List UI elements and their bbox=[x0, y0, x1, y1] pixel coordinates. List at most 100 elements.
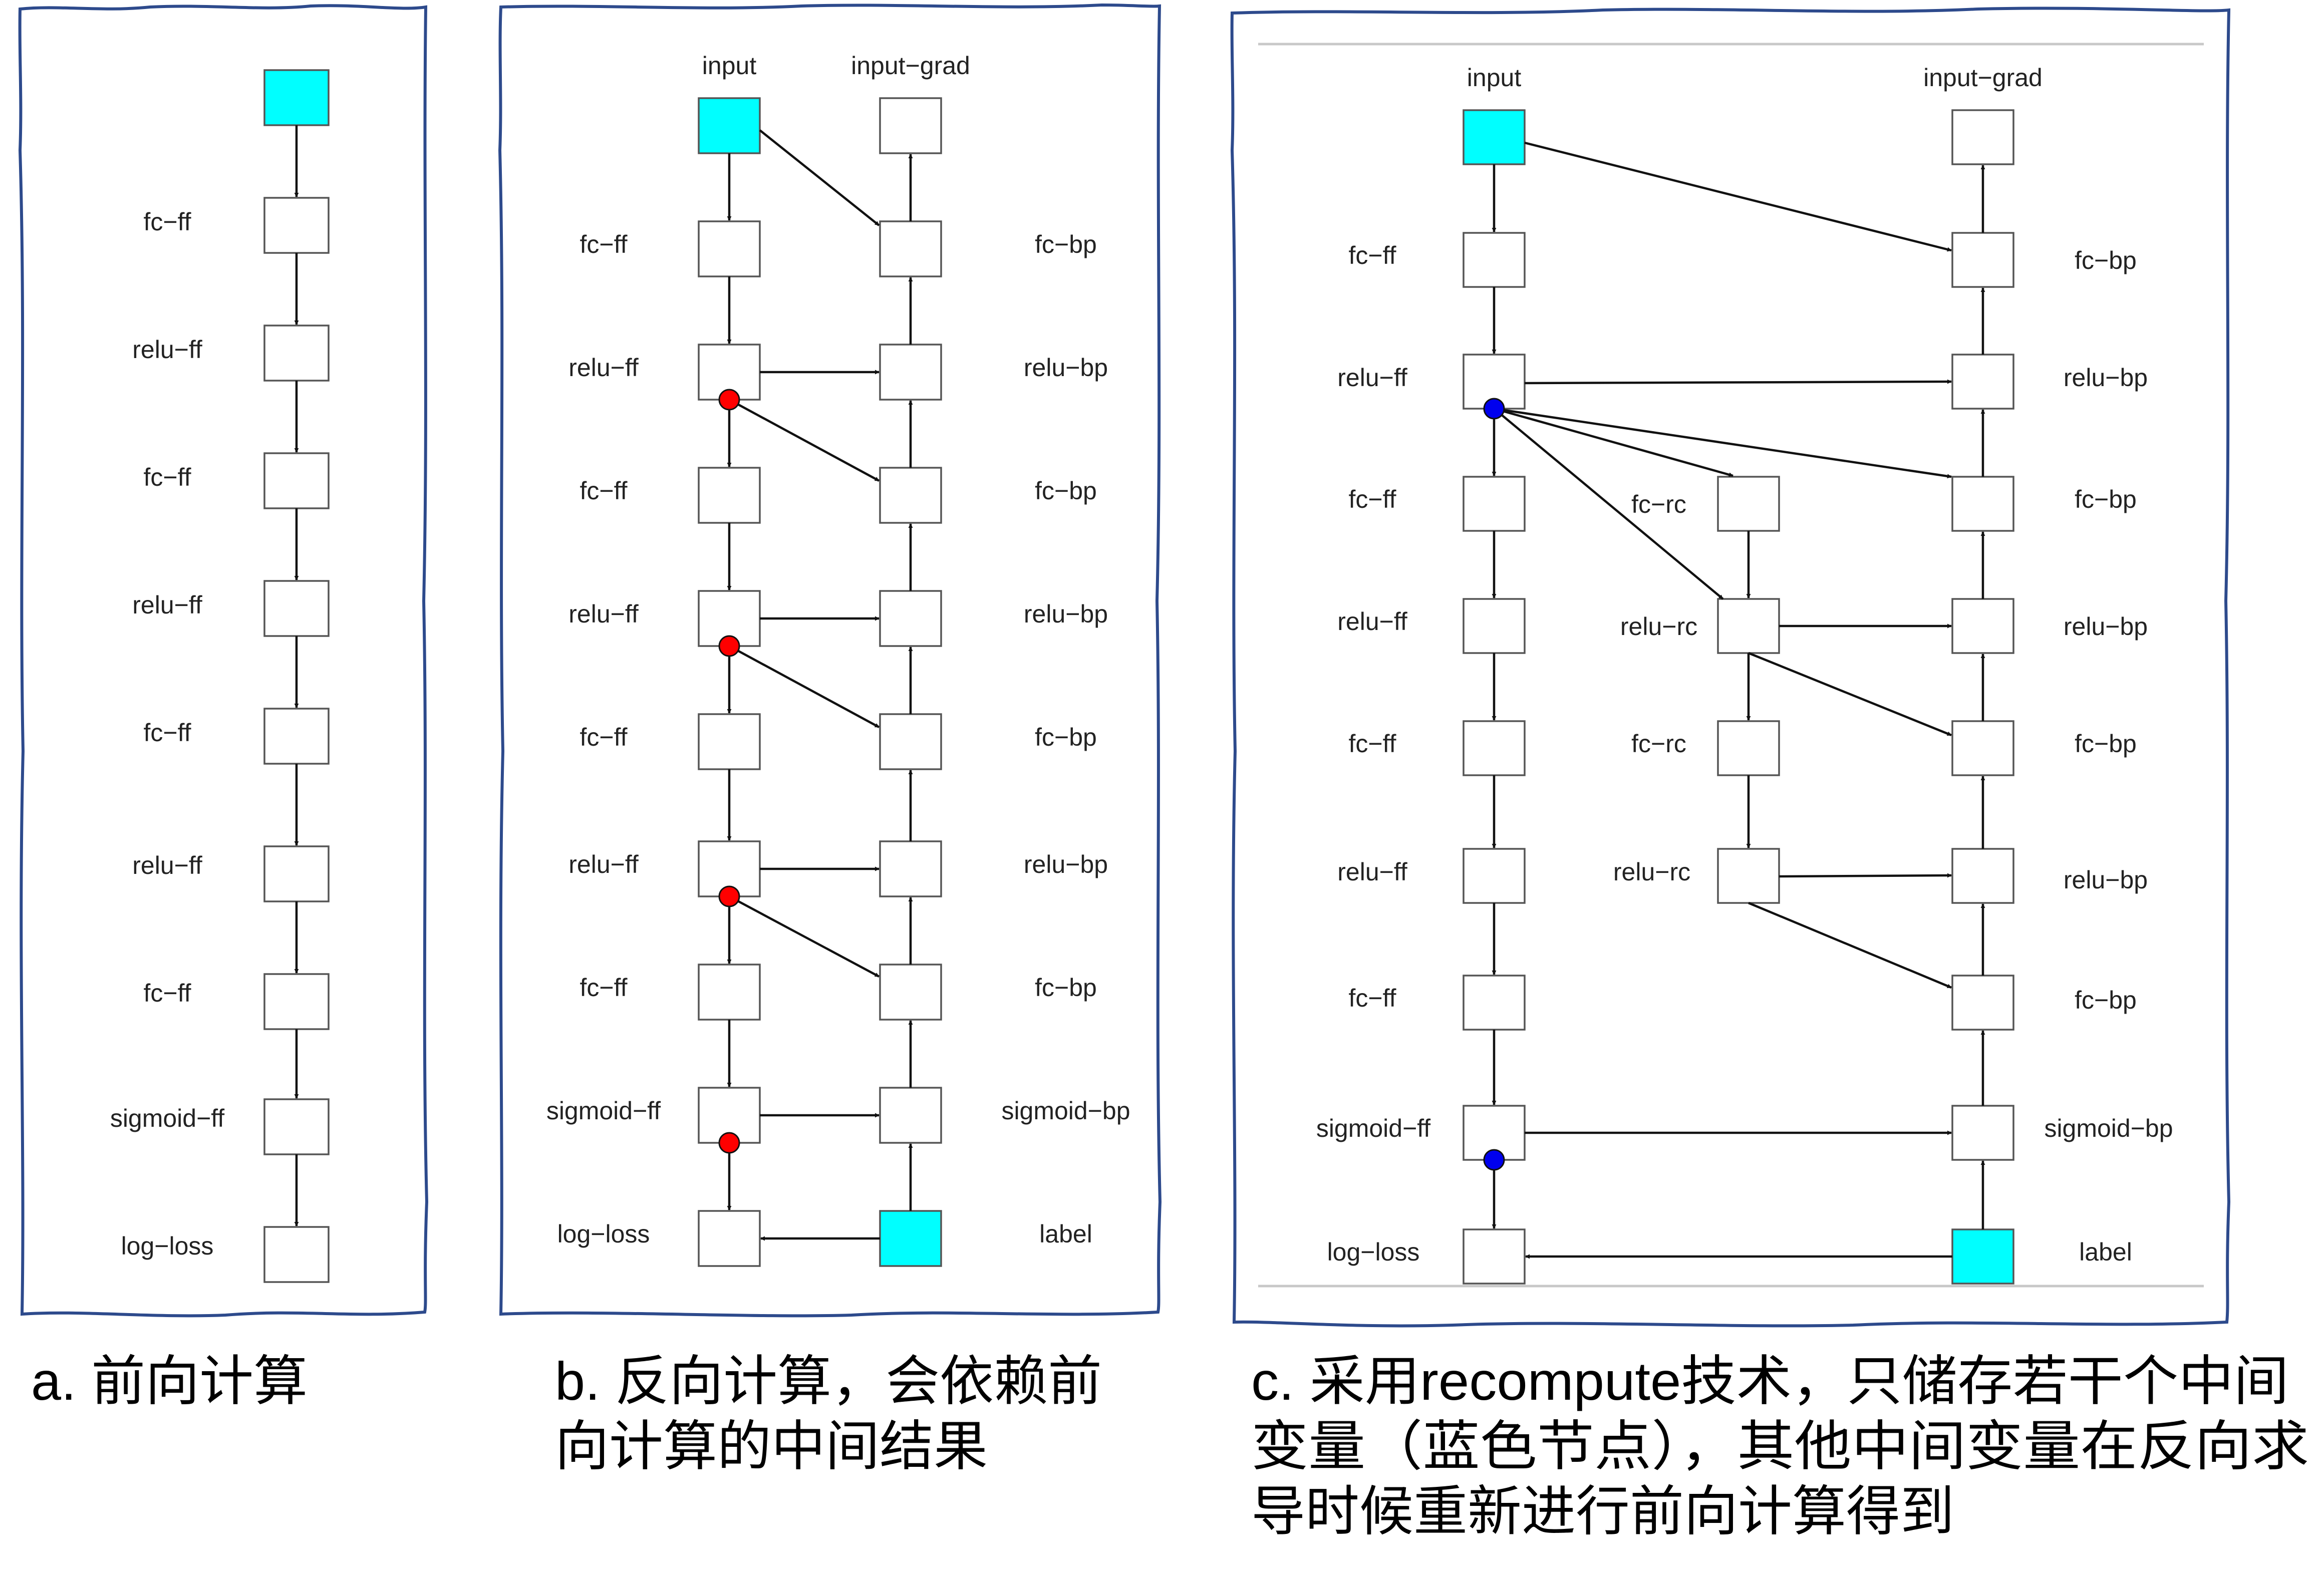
b-input-label: input bbox=[702, 52, 757, 80]
panel-a-frame bbox=[18, 4, 429, 1318]
c-left-label-3: fc−ff bbox=[1349, 485, 1396, 513]
c-mid-node-1 bbox=[1717, 476, 1780, 532]
b-left-label-9: log−loss bbox=[557, 1220, 650, 1248]
c-right-node-6 bbox=[1951, 848, 2014, 904]
b-left-label-1: fc−ff bbox=[580, 230, 628, 258]
b-stored-marker-4 bbox=[718, 1132, 740, 1154]
c-mid-label-2: relu−rc bbox=[1620, 612, 1697, 641]
b-right-label-3: fc−bp bbox=[1035, 477, 1097, 505]
b-input-node bbox=[698, 97, 761, 154]
c-right-label-7: fc−bp bbox=[2075, 986, 2137, 1014]
b-left-label-5: fc−ff bbox=[580, 723, 628, 751]
b-right-node-6 bbox=[879, 840, 942, 897]
c-checkpoint-marker-1 bbox=[1483, 398, 1505, 420]
a-node-6 bbox=[263, 845, 330, 902]
c-mid-node-4 bbox=[1717, 848, 1780, 904]
c-left-label-7: fc−ff bbox=[1349, 984, 1396, 1012]
c-right-node-2 bbox=[1951, 354, 2014, 410]
panel-c: input input−grad fc−ff relu−ff fc−ff rel… bbox=[1230, 7, 2231, 1328]
a-node-7 bbox=[263, 973, 330, 1030]
a-node-9 bbox=[263, 1226, 330, 1283]
a-node-1 bbox=[263, 197, 330, 254]
c-right-label-4: relu−bp bbox=[2064, 612, 2148, 641]
panel-b-frame bbox=[498, 3, 1162, 1318]
a-label-3: fc−ff bbox=[144, 463, 191, 491]
caption-c-line-2: 变量（蓝色节点），其他中间变量在反向求 bbox=[1251, 1416, 2309, 1476]
b-diag-1 bbox=[728, 399, 880, 482]
c-label-node bbox=[1951, 1228, 2014, 1285]
caption-b-line-2: 向计算的中间结果 bbox=[555, 1416, 988, 1476]
caption-b-line-1: b. 反向计算，会依赖前 bbox=[555, 1351, 1102, 1411]
b-left-label-8: sigmoid−ff bbox=[546, 1097, 661, 1125]
c-input-grad-node bbox=[1951, 109, 2014, 165]
b-right-label-8: sigmoid−bp bbox=[1001, 1097, 1130, 1125]
c-right-label-2: relu−bp bbox=[2064, 364, 2148, 392]
c-left-node-5 bbox=[1463, 720, 1526, 776]
b-left-label-2: relu−ff bbox=[568, 354, 639, 382]
c-right-label-5: fc−bp bbox=[2075, 730, 2137, 758]
c-mid-label-3: fc−rc bbox=[1631, 730, 1686, 758]
c-diag-relu1-fcbp bbox=[1494, 407, 1952, 479]
a-node-4 bbox=[263, 580, 330, 637]
b-right-label-6: relu−bp bbox=[1024, 850, 1108, 878]
a-input-node bbox=[263, 69, 330, 126]
c-left-label-8: sigmoid−ff bbox=[1316, 1114, 1430, 1142]
c-left-label-9: log−loss bbox=[1327, 1238, 1420, 1266]
b-right-node-3 bbox=[879, 467, 942, 524]
b-right-node-5 bbox=[879, 713, 942, 770]
captions: a. 前向计算 b. 反向计算，会依赖前 向计算的中间结果 c. 采用recom… bbox=[31, 1351, 2309, 1541]
b-right-label-4: relu−bp bbox=[1024, 600, 1108, 628]
b-left-label-6: relu−ff bbox=[568, 850, 639, 878]
panel-b: input input−grad fc−ff relu−ff fc−ff rel… bbox=[498, 3, 1162, 1318]
a-label-5: fc−ff bbox=[144, 719, 191, 747]
a-label-6: relu−ff bbox=[132, 851, 202, 879]
caption-a-line-1: a. 前向计算 bbox=[31, 1351, 308, 1411]
panel-a: fc−ff relu−ff fc−ff relu−ff fc−ff relu−f… bbox=[18, 4, 429, 1318]
c-left-label-1: fc−ff bbox=[1349, 241, 1396, 269]
b-diag-3 bbox=[728, 895, 880, 978]
b-label-node bbox=[879, 1210, 942, 1267]
c-mid-label-4: relu−rc bbox=[1613, 858, 1690, 886]
b-right-label-7: fc−bp bbox=[1035, 974, 1097, 1002]
c-left-label-5: fc−ff bbox=[1349, 730, 1396, 758]
b-right-label-5: fc−bp bbox=[1035, 723, 1097, 751]
b-stored-marker-1 bbox=[718, 389, 740, 411]
c-left-node-1 bbox=[1463, 232, 1526, 288]
c-cross-input bbox=[1524, 141, 1952, 252]
c-cross-relurc-2 bbox=[1779, 873, 1952, 878]
c-right-node-3 bbox=[1951, 476, 2014, 532]
c-left-label-6: relu−ff bbox=[1337, 858, 1407, 886]
b-left-node-9 bbox=[698, 1210, 761, 1267]
b-stored-marker-2 bbox=[718, 635, 740, 657]
caption-c-line-3: 导时候重新进行前向计算得到 bbox=[1251, 1481, 1954, 1541]
b-left-node-7 bbox=[698, 964, 761, 1021]
b-input-grad-label: input−grad bbox=[851, 52, 970, 80]
c-left-node-6 bbox=[1463, 848, 1526, 904]
b-right-node-2 bbox=[879, 344, 942, 401]
c-right-label-6: relu−bp bbox=[2064, 866, 2148, 894]
c-left-label-2: relu−ff bbox=[1337, 364, 1407, 392]
c-diag-relu1-fcrc bbox=[1494, 407, 1733, 477]
caption-c-line-1: c. 采用recompute技术，只储存若干个中间 bbox=[1251, 1351, 2289, 1411]
b-right-node-1 bbox=[879, 220, 942, 277]
c-input-grad-label: input−grad bbox=[1923, 64, 2043, 92]
c-diag-relu1-relurc bbox=[1493, 408, 1724, 600]
c-diag-relurc-1 bbox=[1748, 652, 1952, 737]
b-input-grad-node bbox=[879, 97, 942, 154]
a-label-4: relu−ff bbox=[132, 591, 202, 619]
b-left-label-7: fc−ff bbox=[580, 974, 628, 1002]
a-node-2 bbox=[263, 325, 330, 382]
b-right-node-8 bbox=[879, 1087, 942, 1144]
a-node-8 bbox=[263, 1098, 330, 1155]
c-left-node-4 bbox=[1463, 598, 1526, 654]
b-left-node-1 bbox=[698, 220, 761, 277]
c-right-node-1 bbox=[1951, 232, 2014, 288]
c-right-node-8 bbox=[1951, 1105, 2014, 1161]
b-diag-2 bbox=[728, 645, 880, 728]
b-right-label-9: label bbox=[1039, 1220, 1092, 1248]
b-cross-input bbox=[759, 129, 880, 226]
b-right-node-4 bbox=[879, 590, 942, 647]
a-node-3 bbox=[263, 452, 330, 509]
c-left-node-9 bbox=[1463, 1228, 1526, 1285]
